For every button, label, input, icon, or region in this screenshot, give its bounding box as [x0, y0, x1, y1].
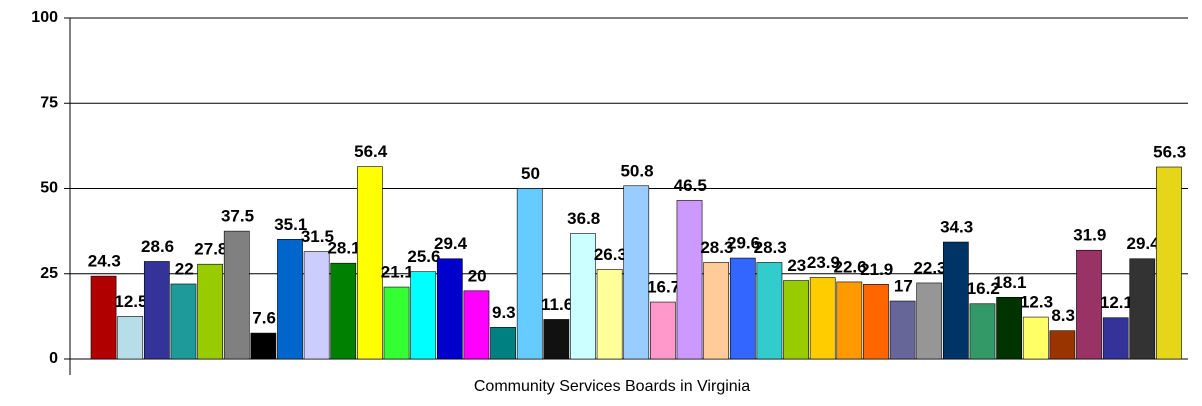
value-label: 23 — [787, 256, 806, 275]
y-tick-label: 100 — [31, 9, 58, 26]
bar — [596, 269, 623, 360]
value-label: 29.4 — [1127, 234, 1161, 253]
bar — [996, 296, 1022, 360]
bar — [250, 332, 277, 360]
value-label: 7.6 — [252, 309, 276, 328]
value-label: 28.6 — [141, 237, 174, 256]
bar — [1129, 258, 1156, 360]
y-tick-label: 0 — [49, 350, 58, 367]
bar — [1049, 330, 1076, 360]
y-tick-label: 75 — [40, 94, 58, 111]
bar — [1102, 317, 1129, 360]
value-label: 29.4 — [434, 234, 468, 253]
value-label: 21.9 — [860, 260, 893, 279]
value-label: 22.3 — [913, 258, 946, 277]
value-label: 50.8 — [620, 161, 653, 180]
value-label: 28.3 — [754, 238, 787, 257]
bar — [889, 300, 916, 360]
value-label: 21.1 — [381, 263, 414, 282]
value-label: 31.9 — [1073, 226, 1106, 245]
value-label: 28.1 — [327, 239, 360, 258]
x-axis-label: Community Services Boards in Virginia — [474, 378, 750, 395]
bar — [809, 277, 836, 360]
value-label: 16.2 — [967, 279, 1000, 298]
bar — [1156, 166, 1182, 360]
bar — [223, 230, 250, 360]
value-label: 12.5 — [114, 292, 147, 311]
value-label: 27.8 — [194, 240, 227, 259]
y-tick-label: 50 — [40, 180, 58, 197]
value-label: 22 — [175, 259, 194, 278]
bar — [143, 261, 170, 360]
value-label: 22.6 — [834, 257, 867, 276]
bar — [836, 281, 863, 360]
bar — [117, 316, 144, 360]
bar — [676, 200, 703, 360]
bar — [303, 251, 330, 360]
bar — [277, 239, 303, 360]
value-label: 8.3 — [1051, 306, 1075, 325]
value-label: 35.1 — [274, 215, 307, 234]
value-label: 50 — [521, 164, 540, 183]
value-label: 46.5 — [674, 176, 707, 195]
bar — [357, 166, 383, 360]
bar — [729, 257, 756, 360]
bar — [916, 282, 943, 360]
value-label: 12.3 — [1020, 293, 1053, 312]
bar — [570, 233, 596, 360]
bar — [383, 286, 410, 360]
bar — [436, 258, 463, 360]
bar — [543, 319, 570, 360]
bar — [863, 284, 889, 360]
value-label: 16.7 — [647, 278, 680, 297]
bar — [650, 301, 676, 360]
bar — [703, 262, 730, 360]
value-label: 56.4 — [354, 142, 388, 161]
y-tick-label: 25 — [40, 265, 58, 282]
bar — [490, 326, 516, 360]
value-label: 23.9 — [807, 253, 840, 272]
bar — [170, 283, 197, 360]
bar — [330, 262, 357, 360]
value-label: 25.6 — [407, 247, 440, 266]
bar — [1022, 316, 1049, 360]
value-label: 9.3 — [492, 303, 516, 322]
bar — [410, 271, 437, 360]
value-label: 12.1 — [1100, 293, 1133, 312]
value-label: 36.8 — [567, 209, 600, 228]
value-label: 31.5 — [301, 227, 334, 246]
bar — [90, 275, 117, 360]
bar — [969, 303, 996, 360]
value-label: 28.3 — [700, 238, 733, 257]
value-label: 17 — [894, 277, 913, 296]
value-label: 26.3 — [594, 245, 627, 264]
value-label: 29.6 — [727, 234, 760, 253]
bar — [756, 262, 783, 360]
bar — [516, 188, 543, 360]
bar — [463, 290, 490, 360]
bar — [197, 263, 223, 360]
value-label: 37.5 — [221, 207, 254, 226]
bar — [623, 185, 650, 360]
value-label: 24.3 — [88, 252, 121, 271]
value-label: 20 — [468, 266, 487, 285]
bar — [1076, 249, 1102, 360]
bar — [783, 280, 809, 360]
value-label: 56.3 — [1153, 143, 1186, 162]
value-label: 18.1 — [993, 273, 1026, 292]
bar — [942, 241, 969, 360]
value-label: 34.3 — [940, 218, 973, 237]
value-label: 11.6 — [541, 295, 573, 314]
